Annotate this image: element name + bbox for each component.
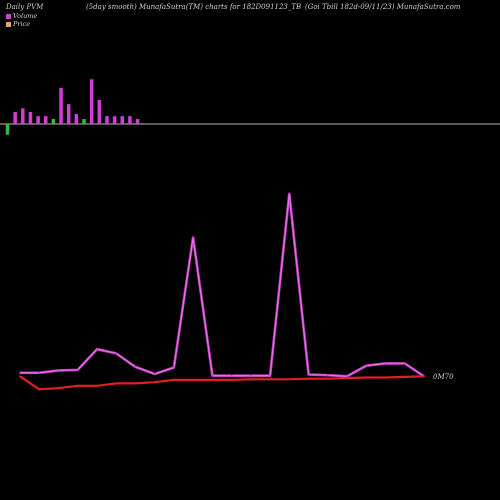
volume-bar	[89, 79, 94, 124]
series-2-point	[307, 377, 310, 380]
series-1-point	[288, 192, 291, 195]
volume-bar	[44, 116, 48, 124]
series-1-point	[230, 374, 233, 377]
end-value-label: 0M70	[433, 373, 454, 381]
series-2-point	[250, 378, 252, 381]
series-2-point	[57, 387, 60, 389]
chart-header-title: (5day smooth) MunafaSutra(TM) charts for…	[86, 3, 302, 11]
legend-price-swatch	[6, 21, 11, 27]
series-2-point	[211, 379, 214, 381]
series-1-point	[19, 371, 21, 374]
volume-bar	[82, 119, 86, 124]
series-1-point	[250, 374, 252, 377]
volume-bar	[66, 104, 71, 124]
volume-bar	[112, 116, 117, 124]
volume-bars	[0, 79, 500, 135]
volume-bar	[74, 114, 79, 124]
series-2-point	[192, 379, 195, 381]
legend-volume: Volume	[6, 12, 37, 20]
volume-bar	[36, 116, 40, 124]
series-1-point	[211, 374, 214, 377]
series-1-point	[96, 348, 98, 351]
chart-header-source: (Goi Tbill 182d-09/11/23) MunafaSutra.co…	[305, 3, 461, 11]
series-2-point	[230, 379, 233, 381]
volume-bar	[59, 87, 63, 124]
series-1-point	[115, 352, 118, 355]
chart-header-left: Daily PVM	[6, 3, 44, 11]
series-2-point	[96, 384, 98, 387]
series-1-point	[192, 236, 195, 239]
volume-bar	[97, 99, 102, 124]
volume-bar	[128, 116, 132, 124]
series-1-highlight	[20, 193, 425, 377]
series-1-point	[173, 366, 175, 369]
volume-bar	[135, 119, 140, 124]
legend-volume-swatch	[6, 13, 11, 19]
series-2-point	[19, 375, 21, 378]
volume-bar	[120, 116, 124, 124]
series-2-point	[403, 376, 406, 378]
series-2-point	[134, 382, 137, 385]
volume-bar	[21, 108, 25, 124]
volume-bar	[5, 124, 10, 135]
line-series	[19, 192, 425, 391]
volume-bar	[51, 119, 56, 124]
series-2-point	[269, 378, 271, 381]
series-2-point	[173, 379, 175, 381]
series-2-point	[365, 376, 368, 379]
series-1-point	[326, 374, 329, 377]
series-2-point	[115, 382, 118, 385]
legend-price: Price	[6, 20, 30, 28]
series-1-point	[346, 375, 348, 378]
volume-bar	[13, 111, 17, 124]
volume-bar	[105, 116, 109, 124]
series-1-point	[269, 374, 271, 377]
series-2-point	[384, 376, 387, 379]
series-1-point	[76, 369, 79, 371]
series-1-point	[57, 369, 60, 372]
series-2-line	[19, 375, 425, 391]
series-1-point	[365, 364, 368, 367]
series-1-point	[153, 373, 156, 375]
series-2-point	[326, 377, 329, 380]
series-1-point	[38, 371, 41, 374]
legend-price-label: Price	[13, 20, 31, 28]
legend-volume-label: Volume	[13, 12, 38, 20]
series-1-line	[20, 192, 425, 378]
series-2-point	[423, 375, 425, 378]
series-2-point	[346, 377, 348, 379]
series-1-point	[307, 373, 310, 376]
series-1-point	[384, 362, 387, 365]
series-2-point	[38, 388, 41, 391]
series-1-point	[134, 366, 137, 368]
series-2-point	[153, 381, 156, 384]
series-2-point	[76, 384, 79, 387]
series-2-point	[288, 378, 291, 381]
series-1-point	[403, 362, 406, 365]
volume-bar	[28, 111, 33, 124]
